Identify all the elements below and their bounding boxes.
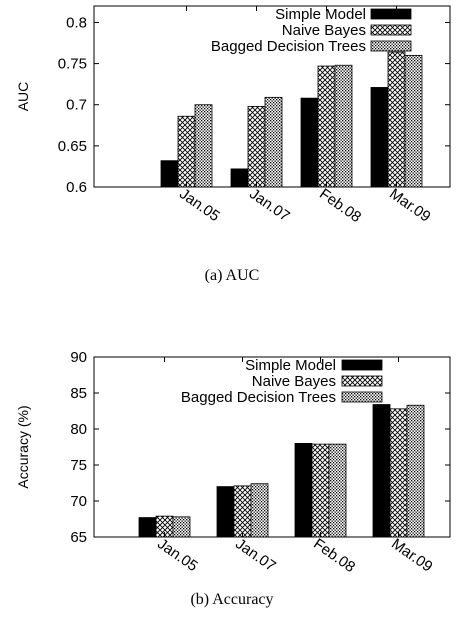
figure-caption: (a) AUC [205, 267, 260, 284]
legend-swatch [341, 391, 383, 403]
bar-solid [294, 442, 313, 538]
legend-label: Naive Bayes [252, 373, 336, 390]
y-axis-label: AUC [15, 82, 31, 112]
y-tick-label: 0.7 [66, 97, 87, 114]
x-tick-label: Jan.07 [246, 185, 293, 225]
legend-label: Bagged Decision Trees [211, 38, 366, 55]
y-tick-label: 0.75 [58, 56, 87, 73]
bar-solid [160, 160, 179, 188]
bar-solid [230, 168, 249, 188]
y-tick-label: 70 [70, 493, 87, 510]
bar-dots [404, 54, 423, 188]
bar-dots [172, 516, 191, 538]
bar-crosshatch [177, 115, 196, 188]
bar-dots [406, 404, 425, 538]
legend-label: Bagged Decision Trees [181, 389, 336, 406]
plot-frame [93, 356, 451, 538]
x-tick-label: Jan.07 [232, 535, 279, 575]
bar-solid [370, 87, 389, 188]
y-tick-label: 0.8 [66, 14, 87, 31]
bar-dots [264, 96, 283, 188]
y-tick-label: 0.65 [58, 138, 87, 155]
legend-swatch [370, 24, 412, 36]
y-tick-label: 75 [70, 457, 87, 474]
legend-label: Simple Model [245, 357, 336, 374]
y-tick-label: 90 [70, 349, 87, 366]
bar-crosshatch [317, 65, 336, 188]
legend-swatch [341, 359, 383, 371]
legend-label: Naive Bayes [282, 22, 366, 39]
bar-crosshatch [233, 485, 252, 538]
y-tick-label: 80 [70, 421, 87, 438]
bar-solid [300, 97, 319, 188]
auc-chart: 0.6 0.65 0.7 0.75 0.8 AUC Jan.05 Jan.07 Feb.08 Ma… [15, 5, 451, 284]
x-tick-label: Mar.09 [386, 185, 433, 225]
legend-swatch [341, 375, 383, 387]
x-tick-label: Feb.08 [316, 185, 364, 226]
figure-caption: (b) Accuracy [190, 591, 273, 608]
bar-crosshatch [389, 408, 408, 538]
bar-dots [194, 104, 213, 188]
legend-label: Simple Model [275, 6, 366, 23]
legend-swatch [370, 40, 412, 52]
y-axis-label: Accuracy (%) [15, 405, 31, 488]
bar-solid [138, 517, 157, 538]
bar-solid [372, 404, 391, 538]
accuracy-chart: 65 70 75 80 85 90 Accuracy (%) Jan.05 Jan.07 Feb.… [15, 349, 451, 608]
y-tick-label: 0.6 [66, 179, 87, 196]
bar-crosshatch [247, 105, 266, 188]
bar-crosshatch [387, 51, 406, 188]
x-tick-label: Jan.05 [154, 535, 201, 575]
bar-dots [334, 64, 353, 188]
legend-swatch [370, 8, 412, 20]
bar-solid [216, 486, 235, 538]
x-tick-label: Feb.08 [310, 535, 358, 576]
x-tick-label: Mar.09 [388, 535, 435, 575]
bar-dots [250, 483, 269, 538]
y-tick-label: 85 [70, 385, 87, 402]
bar-crosshatch [311, 443, 330, 538]
bar-dots [328, 443, 347, 538]
y-tick-label: 65 [70, 529, 87, 546]
x-tick-label: Jan.05 [176, 185, 223, 225]
